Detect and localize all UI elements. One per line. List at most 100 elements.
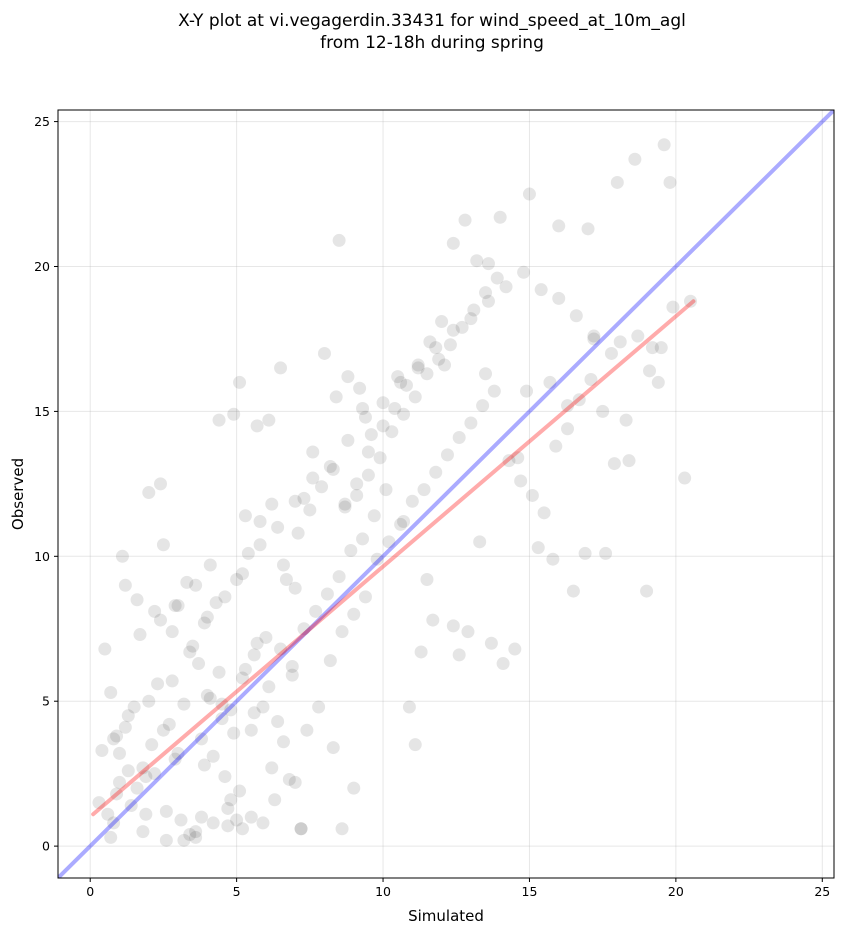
scatter-point — [104, 686, 118, 700]
scatter-point — [285, 659, 299, 673]
scatter-point — [235, 671, 249, 685]
scatter-point — [189, 578, 203, 592]
scatter-point — [399, 378, 413, 392]
scatter-point — [373, 451, 387, 465]
scatter-point — [604, 346, 618, 360]
scatter-point — [464, 416, 478, 430]
scatter-point — [361, 445, 375, 459]
scatter-point — [531, 541, 545, 555]
scatter-point — [370, 552, 384, 566]
scatter-point — [247, 648, 261, 662]
scatter-point — [294, 822, 308, 836]
chart-title-line-2: from 12-18h during spring — [320, 33, 544, 53]
scatter-point — [288, 494, 302, 508]
scatter-point — [338, 497, 352, 511]
scatter-point — [92, 796, 106, 810]
scatter-point — [645, 341, 659, 355]
scatter-point — [118, 578, 132, 592]
scatter-point — [189, 825, 203, 839]
scatter-point — [613, 335, 627, 349]
scatter-point — [493, 210, 507, 224]
scatter-point — [347, 607, 361, 621]
scatter-point — [326, 462, 340, 476]
scatter-point — [350, 477, 364, 491]
scatter-point — [654, 341, 668, 355]
scatter-point — [361, 468, 375, 482]
scatter-point — [221, 819, 235, 833]
scatter-point — [525, 488, 539, 502]
scatter-point — [121, 764, 135, 778]
scatter-point — [268, 793, 282, 807]
scatter-point — [520, 384, 534, 398]
scatter-point — [297, 622, 311, 636]
scatter-point — [282, 772, 296, 786]
x-axis-label: Simulated — [408, 907, 484, 925]
scatter-point — [153, 613, 167, 627]
scatter-point — [101, 807, 115, 821]
scatter-point — [320, 587, 334, 601]
scatter-point — [414, 645, 428, 659]
scatter-point — [148, 604, 162, 618]
scatter-point — [599, 546, 613, 560]
scatter-point — [508, 642, 522, 656]
scatter-point — [250, 419, 264, 433]
scatter-point — [177, 833, 191, 847]
scatter-point — [499, 280, 513, 294]
scatter-point — [382, 535, 396, 549]
scatter-point — [522, 187, 536, 201]
scatter-point — [118, 720, 132, 734]
scatter-point — [303, 503, 317, 517]
scatter-point — [543, 375, 557, 389]
scatter-point — [145, 738, 159, 752]
scatter-point — [194, 732, 208, 746]
scatter-point — [411, 361, 425, 375]
scatter-point — [484, 636, 498, 650]
scatter-point — [271, 715, 285, 729]
scatter-point — [338, 500, 352, 514]
scatter-point — [358, 590, 372, 604]
scatter-point — [104, 830, 118, 844]
scatter-point — [481, 294, 495, 308]
scatter-point — [569, 309, 583, 323]
scatter-point — [162, 717, 176, 731]
scatter-point — [684, 294, 698, 308]
scatter-point — [423, 335, 437, 349]
scatter-point — [631, 329, 645, 343]
scatter-point — [663, 175, 677, 189]
scatter-point — [356, 402, 370, 416]
scatter-point — [420, 367, 434, 381]
scatter-point — [350, 488, 364, 502]
scatter-point — [496, 657, 510, 671]
scatter-point — [227, 407, 241, 421]
scatter-point — [353, 381, 367, 395]
x-tick-label: 0 — [86, 884, 94, 899]
scatter-point — [479, 367, 493, 381]
scatter-point — [256, 816, 270, 830]
scatter-point — [678, 471, 692, 485]
scatter-point — [297, 491, 311, 505]
scatter-point — [587, 332, 601, 346]
x-tick-label: 20 — [668, 884, 684, 899]
scatter-point — [203, 558, 217, 572]
scatter-point — [651, 375, 665, 389]
scatter-point — [315, 480, 329, 494]
scatter-point — [376, 419, 390, 433]
scatter-point — [288, 775, 302, 789]
plot-frame — [57, 109, 835, 879]
scatter-point — [235, 822, 249, 836]
scatter-point — [262, 413, 276, 427]
scatter-point — [552, 291, 566, 305]
scatter-point — [587, 329, 601, 343]
scatter-point — [317, 346, 331, 360]
scatter-point — [262, 680, 276, 694]
scatter-point — [244, 723, 258, 737]
scatter-point — [332, 570, 346, 584]
scatter-point — [271, 520, 285, 534]
scatter-point — [168, 752, 182, 766]
scatter-point — [596, 404, 610, 418]
identity-line — [58, 110, 834, 878]
scatter-point — [397, 407, 411, 421]
scatter-point — [458, 213, 472, 227]
chart-title-line-1: X-Y plot at vi.vegagerdin.33431 for wind… — [178, 11, 686, 31]
